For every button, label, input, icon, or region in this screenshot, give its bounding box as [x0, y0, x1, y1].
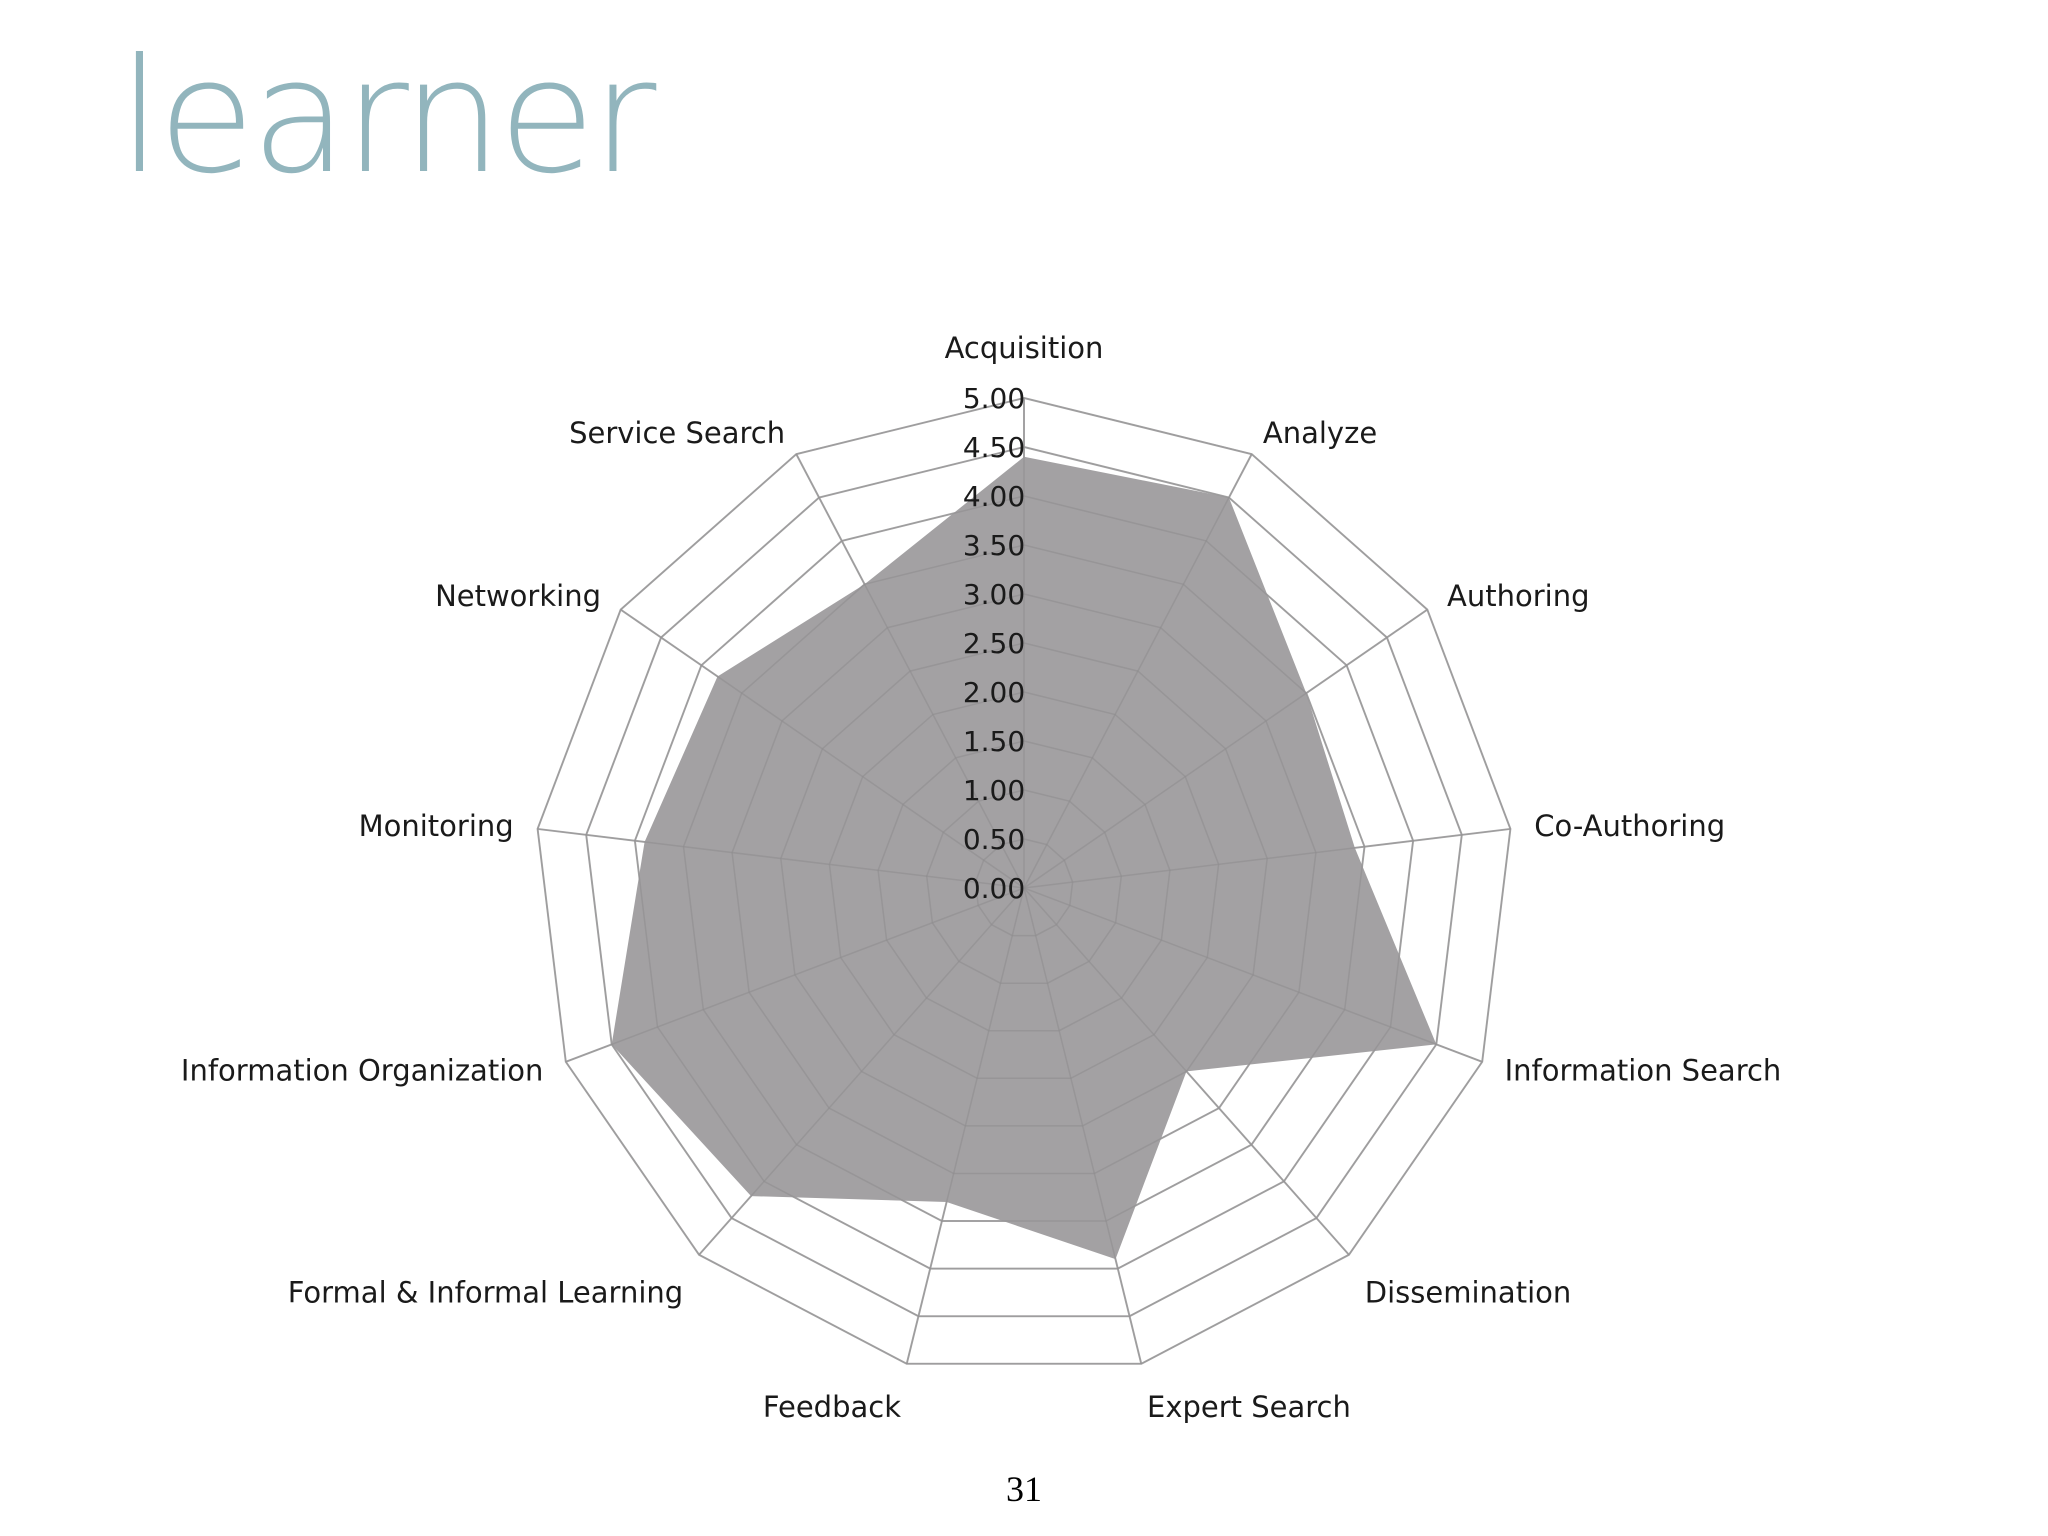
category-label: Service Search: [569, 416, 785, 450]
tick-label: 3.50: [963, 529, 1025, 562]
tick-label: 2.00: [963, 676, 1025, 709]
tick-label: 0.50: [963, 823, 1025, 856]
tick-label: 4.50: [963, 431, 1025, 464]
tick-label: 3.00: [963, 578, 1025, 611]
tick-label: 5.00: [963, 382, 1025, 415]
category-label: Authoring: [1447, 579, 1589, 613]
tick-label: 4.00: [963, 480, 1025, 513]
category-label: Dissemination: [1365, 1276, 1571, 1310]
grid-ring-overlay: [877, 740, 1171, 1032]
grid-ring-overlay: [925, 789, 1123, 984]
grid-ring-overlay: [536, 397, 1512, 1365]
grid-ring-overlay: [731, 593, 1317, 1175]
grid-ring-overlay: [634, 495, 1414, 1270]
category-label: Information Search: [1505, 1053, 1782, 1087]
category-label: Information Organization: [181, 1053, 544, 1087]
radial-tick-labels: 0.00 0.50 1.00 1.50 2.00 2.50 3.00 3.50 4.00 4.50…: [963, 382, 1025, 905]
tick-label: 2.50: [963, 627, 1025, 660]
category-labels: Acquisition Analyze Authoring Co-Authoring I…: [181, 331, 1781, 1424]
category-label: Acquisition: [945, 331, 1104, 365]
category-label: Feedback: [763, 1390, 901, 1424]
category-label: Formal & Informal Learning: [288, 1276, 683, 1310]
grid-ring-overlay: [682, 544, 1366, 1222]
category-label: Analyze: [1263, 416, 1377, 450]
slide-title: learner: [118, 25, 656, 209]
grid-ring-overlay: [974, 838, 1074, 937]
tick-label: 0.00: [963, 872, 1025, 905]
grid-ring-overlay: [828, 691, 1220, 1080]
page-number: 31: [1006, 1469, 1042, 1509]
tick-label: 1.50: [963, 725, 1025, 758]
grid-ring-overlay: [780, 642, 1268, 1127]
category-label: Expert Search: [1147, 1390, 1351, 1424]
chart-series: [536, 397, 1512, 1365]
category-label: Monitoring: [359, 809, 514, 843]
category-label: Networking: [435, 579, 601, 613]
tick-label: 1.00: [963, 774, 1025, 807]
grid-overlay: [536, 397, 1512, 1365]
grid-ring-overlay: [585, 446, 1463, 1317]
category-label: Co-Authoring: [1534, 809, 1725, 843]
